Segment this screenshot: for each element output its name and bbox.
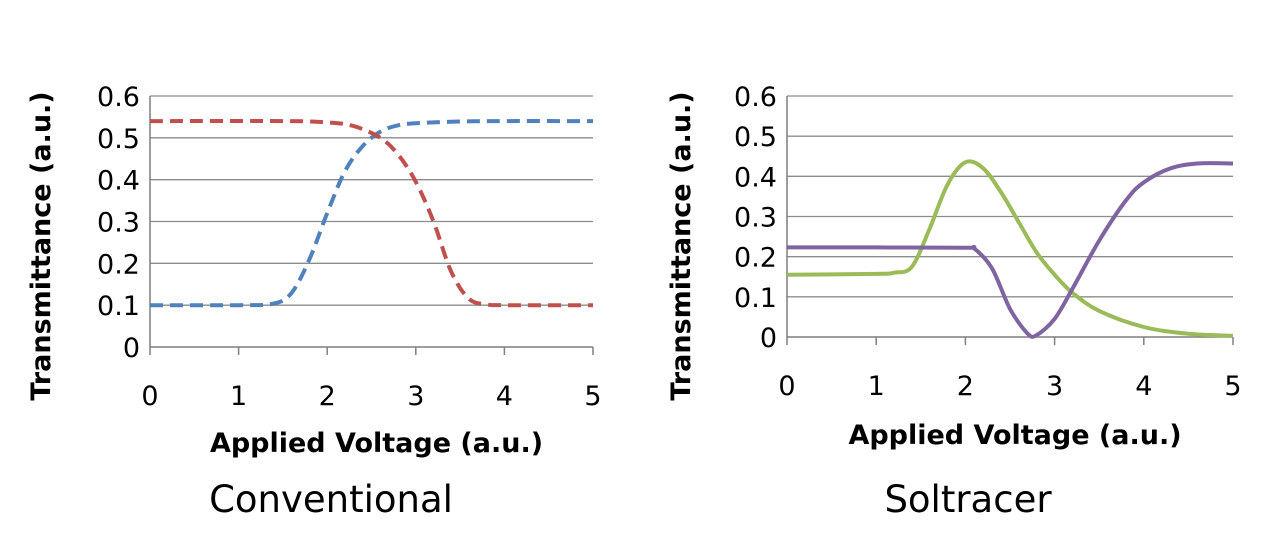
y-tick-label: 0 (123, 333, 140, 364)
x-tick-label: 3 (407, 381, 424, 412)
x-tick-label: 2 (957, 371, 974, 402)
series-line-2 (149, 119, 594, 308)
y-tick-label: 0.3 (734, 203, 777, 234)
y-tick-label: 0.6 (734, 82, 777, 113)
chart-caption: Soltracer (884, 478, 1052, 521)
x-axis-title: Applied Voltage (a.u.) (848, 420, 1181, 451)
x-tick-label: 4 (1135, 371, 1152, 402)
x-tick-label: 5 (1224, 371, 1241, 402)
y-tick-label: 0.4 (97, 166, 140, 197)
x-tick-label: 0 (778, 371, 795, 402)
series-line-2 (787, 161, 1234, 339)
soltracer-chart: 0 0.1 0.2 0.3 0.4 0.5 0.6 0 1 2 3 4 5 Applied Voltage… (666, 82, 1242, 521)
x-tick-label: 4 (496, 381, 513, 412)
series-line-1 (786, 159, 1234, 338)
y-tick-label: 0.5 (734, 122, 777, 153)
x-tick-label: 3 (1046, 371, 1063, 402)
y-tick-label: 0.6 (97, 82, 140, 113)
x-tick-label: 5 (584, 381, 601, 412)
x-tick-label: 1 (230, 381, 247, 412)
chart-caption: Conventional (209, 478, 453, 521)
y-tick-label: 0.5 (97, 124, 140, 155)
x-tick-label: 0 (141, 381, 158, 412)
x-tick-label: 1 (868, 371, 885, 402)
y-axis-title: Transmittance (a.u.) (666, 91, 697, 400)
series-line-1 (149, 119, 594, 308)
y-tick-label: 0.4 (734, 162, 777, 193)
x-tick-label: 2 (319, 381, 336, 412)
y-tick-label: 0.2 (97, 249, 140, 280)
y-tick-label: 0.2 (734, 243, 777, 274)
x-axis-title: Applied Voltage (a.u.) (210, 428, 543, 459)
y-tick-label: 0.3 (97, 208, 140, 239)
y-axis-title: Transmittance (a.u.) (26, 91, 57, 400)
y-tick-label: 0.1 (734, 283, 777, 314)
y-tick-label: 0 (760, 323, 777, 354)
y-tick-label: 0.1 (97, 291, 140, 322)
conventional-chart: 0 0.1 0.2 0.3 0.4 0.5 0.6 0 1 2 3 4 5 Applied Voltage… (26, 82, 602, 521)
